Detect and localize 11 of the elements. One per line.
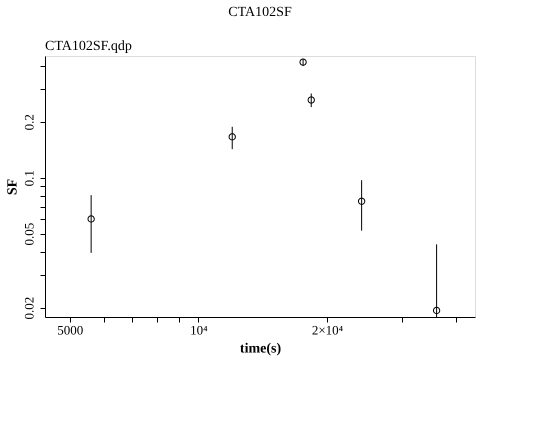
x-tick-label: 2×10⁴: [312, 322, 344, 338]
x-tick-label: 5000: [57, 322, 84, 338]
chart-subtitle: CTA102SF.qdp: [45, 39, 132, 54]
y-tick-label: 0.05: [22, 222, 36, 246]
x-axis-title: time(s): [240, 342, 282, 356]
y-tick-label: 0.02: [22, 296, 36, 320]
y-axis-title: SF: [6, 178, 20, 196]
y-tick-label: 0.2: [22, 114, 36, 130]
x-tick-label: 10⁴: [190, 322, 208, 338]
y-tick-label: 0.1: [22, 170, 36, 186]
chart-title: CTA102SF: [228, 5, 292, 20]
